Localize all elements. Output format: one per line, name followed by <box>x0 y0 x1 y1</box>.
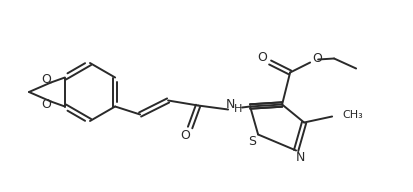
Text: H: H <box>234 103 242 113</box>
Text: N: N <box>295 151 305 164</box>
Text: O: O <box>41 98 51 111</box>
Text: N: N <box>225 98 235 111</box>
Text: O: O <box>257 51 267 64</box>
Text: O: O <box>180 129 190 142</box>
Text: O: O <box>41 73 51 86</box>
Text: CH₃: CH₃ <box>342 111 363 121</box>
Text: O: O <box>312 52 322 65</box>
Text: S: S <box>248 135 256 148</box>
